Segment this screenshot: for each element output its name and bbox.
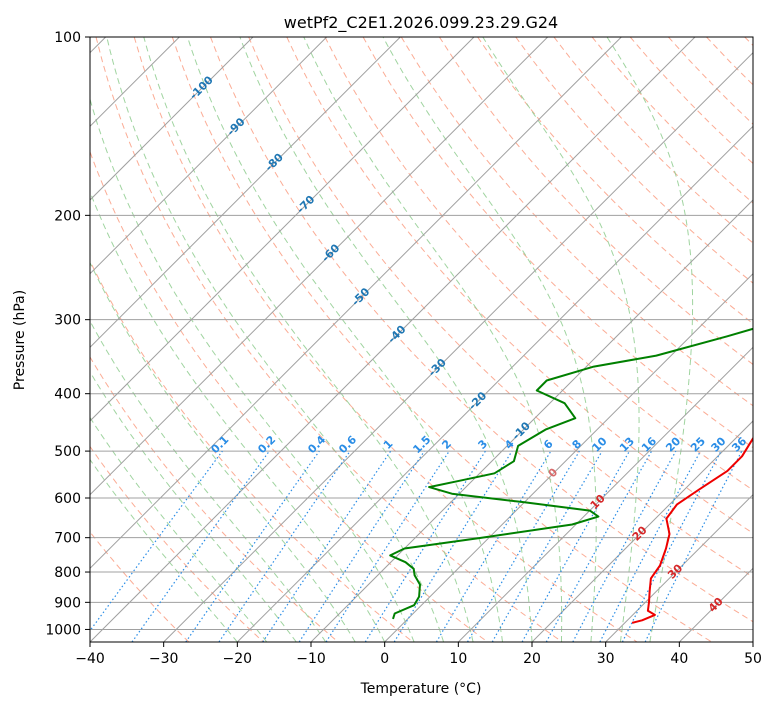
mixing-ratio-line <box>131 450 270 642</box>
chart-title: wetPf2_C2E1.2026.099.23.29.G24 <box>284 13 558 33</box>
x-tick-label: 10 <box>449 651 467 667</box>
isotherm-line <box>90 37 254 201</box>
isotherm-line <box>90 37 696 642</box>
y-tick-label: 1000 <box>45 622 81 638</box>
y-tick-label: 600 <box>54 491 81 507</box>
y-tick-label: 700 <box>54 531 81 547</box>
plot-frame <box>89 36 754 643</box>
mixing-ratio-line <box>644 450 743 642</box>
axes: −40 −30 −20 −10 0 10 20 30 40 50 100 200 300 400 500 60… <box>45 30 762 667</box>
dewpoint-profile <box>389 327 753 620</box>
isotherm-line <box>90 37 549 496</box>
mixing-ratio-line <box>521 450 631 642</box>
dry-adiabat <box>248 37 753 578</box>
isotherm-line <box>90 37 328 275</box>
mixing-ratio-line <box>393 450 513 642</box>
y-tick-label: 500 <box>54 444 81 460</box>
moist-adiabat <box>90 190 386 642</box>
moist-adiabat <box>303 37 563 642</box>
isotherm-line <box>163 51 753 642</box>
isotherm-line <box>605 493 753 642</box>
x-tick-label: 50 <box>744 651 762 667</box>
moist-adiabat <box>482 37 640 642</box>
y-tick-label: 100 <box>54 30 81 46</box>
x-tick-label: −30 <box>149 651 179 667</box>
x-tick-label: 0 <box>380 651 389 667</box>
x-axis-label: Temperature (°C) <box>360 681 482 697</box>
isotherm-line <box>236 125 753 642</box>
moist-adiabat <box>90 416 268 642</box>
x-tick-label: 40 <box>670 651 688 667</box>
dry-adiabat <box>210 37 753 623</box>
moist-adiabat <box>90 320 327 642</box>
dry-adiabat <box>90 445 264 642</box>
x-tick-label: −10 <box>296 651 326 667</box>
y-axis-label: Pressure (hPa) <box>12 290 28 390</box>
y-tick-label: 400 <box>54 387 81 403</box>
dry-adiabat <box>324 37 753 491</box>
isotherm-line <box>90 37 401 349</box>
isotherm-line <box>457 346 753 642</box>
dry-adiabat <box>438 37 753 366</box>
moist-adiabat <box>90 370 297 642</box>
dry-adiabat <box>95 37 563 642</box>
isotherm-line <box>531 420 753 642</box>
background-lines <box>90 37 753 642</box>
dry-adiabat <box>477 37 753 325</box>
dry-adiabat <box>90 150 488 642</box>
isotherm-line <box>90 37 622 570</box>
temperature-profile <box>631 436 753 624</box>
mixing-ratio-line <box>218 450 351 642</box>
mixing-ratio-line <box>572 450 677 642</box>
isotherm-line <box>90 37 475 422</box>
x-tick-label: 30 <box>597 651 615 667</box>
dry-adiabat <box>90 356 339 642</box>
moist-adiabat <box>90 458 238 642</box>
isotherm-line <box>310 199 753 642</box>
isotherm-line <box>384 272 753 642</box>
y-tick-label: 800 <box>54 565 81 581</box>
moist-adiabat <box>90 261 356 642</box>
moist-adiabat <box>143 37 474 642</box>
x-tick-label: −20 <box>223 651 253 667</box>
mixing-ratio-line <box>90 450 223 632</box>
x-tick-label: 20 <box>523 651 541 667</box>
mixing-ratio-line <box>185 450 320 642</box>
profiles <box>389 327 753 624</box>
mixing-ratio-line <box>298 450 425 642</box>
x-tick-label: −40 <box>75 651 105 667</box>
moist-adiabat <box>606 37 694 642</box>
moist-adiabat <box>187 37 503 642</box>
dry-adiabat <box>133 37 638 642</box>
mixing-ratio-line <box>325 450 450 642</box>
moist-adiabat <box>239 37 533 642</box>
y-tick-label: 900 <box>54 595 81 611</box>
moist-adiabat <box>382 37 597 642</box>
y-tick-label: 300 <box>54 313 81 329</box>
y-tick-label: 200 <box>54 208 81 224</box>
mixing-ratio-lines <box>90 450 743 642</box>
mixing-ratio-line <box>262 450 392 642</box>
mixing-ratio-line <box>545 450 653 642</box>
moist-adiabat <box>106 37 445 642</box>
